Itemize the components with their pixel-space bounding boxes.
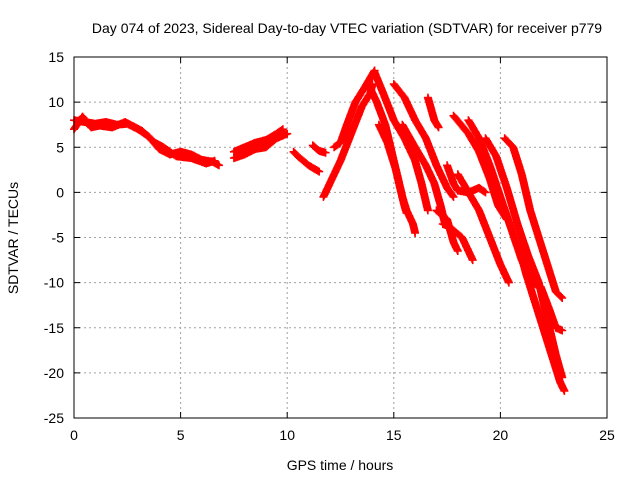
y-tick-label: -10 (44, 275, 64, 291)
y-tick-label: 15 (48, 49, 64, 65)
y-axis-label: SDTVAR / TECUs (5, 182, 21, 294)
series-markers (453, 170, 513, 287)
y-tick-label: -20 (44, 365, 64, 381)
series-markers (374, 120, 411, 218)
series-late-a (449, 111, 511, 224)
grid (74, 57, 607, 418)
series-fall-f (423, 93, 443, 132)
x-tick-label: 20 (493, 427, 509, 443)
series-late-e (500, 134, 567, 302)
series-markers (389, 80, 458, 201)
series-markers (513, 238, 569, 395)
y-tick-label: 10 (48, 94, 64, 110)
series-markers (370, 68, 432, 215)
data-series (70, 66, 569, 395)
series-rise-a (319, 80, 377, 201)
series-markers (319, 80, 377, 201)
series-markers (423, 93, 443, 132)
series-fall-i (438, 220, 477, 265)
y-tick-label: 5 (56, 139, 64, 155)
series-markers (528, 278, 567, 335)
series-markers (289, 147, 324, 176)
axis-ticks: 0 5 10 15 20 25 -25 -20 -15 -10 -5 0 5 10 15 (44, 49, 615, 443)
series-late-g (528, 278, 567, 335)
x-tick-label: 15 (386, 427, 402, 443)
series-markers (229, 125, 287, 156)
series-mid-b (229, 129, 292, 163)
chart-title: Day 074 of 2023, Sidereal Day-to-day VTE… (92, 20, 602, 36)
series-fall-d (389, 80, 458, 201)
series-late-f (513, 238, 569, 395)
series-mid-d (308, 141, 330, 157)
series-fall-a (370, 68, 432, 215)
series-late-c (453, 170, 513, 287)
series-rise-b (330, 66, 379, 152)
x-tick-label: 5 (177, 427, 185, 443)
series-markers (500, 134, 567, 302)
x-axis-label: GPS time / hours (287, 457, 394, 473)
y-tick-label: 0 (56, 184, 64, 200)
series-markers (438, 220, 477, 265)
series-markers (330, 66, 379, 152)
y-tick-label: -25 (44, 410, 64, 426)
x-tick-label: 0 (70, 427, 78, 443)
y-tick-label: -15 (44, 320, 64, 336)
x-tick-label: 10 (279, 427, 295, 443)
series-markers (449, 111, 511, 224)
y-tick-label: -5 (52, 230, 65, 246)
series-markers (229, 129, 292, 163)
x-tick-label: 25 (599, 427, 615, 443)
series-fall-c (374, 120, 411, 218)
series-markers (308, 141, 330, 157)
series-mid-c (289, 147, 324, 176)
series-mid-a (229, 125, 287, 156)
